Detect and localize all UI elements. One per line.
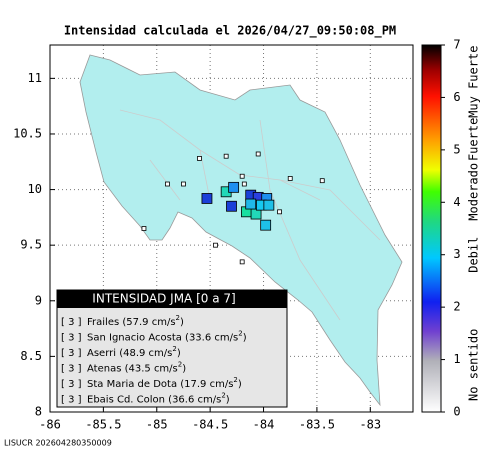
y-tick-label: 8 — [35, 405, 42, 419]
small-station — [213, 242, 218, 248]
small-station — [287, 176, 293, 181]
legend-intensity: [ 3 ] — [61, 317, 82, 328]
colorbar-level: Fuerte — [467, 118, 481, 161]
legend-tail: ) — [177, 348, 181, 359]
y-tick-label: 8.5 — [20, 349, 42, 363]
y-tick-label: 9 — [35, 293, 42, 307]
legend-header-bg — [57, 290, 287, 308]
legend-entry: Aserri (48.9 cm/s2) — [87, 345, 181, 359]
land — [79, 54, 403, 407]
legend-header: INTENSIDAD JMA [0 a 7] — [92, 292, 235, 306]
plot-frame — [49, 44, 414, 413]
legend-intensity: [ 3 ] — [61, 395, 82, 406]
small-station — [165, 181, 170, 187]
legend-text: Aserri (48.9 cm/s — [87, 348, 172, 359]
small-station — [319, 178, 325, 184]
x-tick-label: -85 — [146, 418, 168, 432]
small-station — [223, 153, 229, 159]
legend-text: San Ignacio Acosta (33.6 cm/s — [87, 333, 238, 344]
legend-sup: 2 — [221, 392, 225, 400]
legend-sup: 2 — [178, 361, 182, 369]
title: Intensidad calculada el 2026/04/27_09:50… — [64, 24, 396, 39]
legend-tail: ) — [226, 395, 230, 406]
legend-entry: Atenas (43.5 cm/s2) — [87, 361, 186, 375]
colorbar-tick-label: 6 — [453, 90, 460, 104]
legend-text: Frailes (57.9 cm/s — [87, 317, 176, 328]
x-tick-label: -84.5 — [192, 418, 228, 432]
legend-entry: Sta Maria de Dota (17.9 cm/s2) — [87, 376, 242, 390]
y-tick-label: 9.5 — [20, 238, 42, 252]
legend-tail: ) — [243, 333, 247, 344]
legend-sup: 2 — [238, 330, 242, 338]
colorbar-tick-label: 4 — [453, 195, 460, 209]
small-station — [255, 151, 261, 157]
small-station — [241, 181, 247, 187]
legend-intensity: [ 3 ] — [61, 364, 82, 375]
legend-sup: 2 — [176, 314, 180, 322]
colorbar-tick-label: 7 — [453, 38, 460, 52]
station — [245, 198, 257, 210]
colorbar-tick-label: 0 — [453, 405, 460, 419]
y-tick-label: 10.5 — [13, 126, 42, 140]
station — [201, 193, 213, 204]
y-tick-label: 11 — [28, 71, 42, 85]
small-station — [277, 209, 282, 215]
roads — [119, 109, 381, 321]
station — [228, 181, 240, 193]
colorbar-tick-label: 2 — [453, 300, 460, 314]
station — [263, 199, 275, 211]
colorbar-level: Debil — [467, 237, 481, 273]
legend-intensity: [ 3 ] — [61, 333, 82, 344]
legend-intensity: [ 3 ] — [61, 348, 82, 359]
legend-entry: San Ignacio Acosta (33.6 cm/s2) — [87, 330, 247, 344]
small-station — [239, 259, 245, 265]
colorbar-tick-label: 3 — [453, 247, 460, 261]
x-tick-label: -83 — [359, 418, 381, 432]
legend-tail: ) — [180, 317, 184, 328]
footer: LISUCR 202604280350009 — [4, 439, 112, 448]
legend-tail: ) — [238, 379, 242, 390]
small-station — [181, 181, 186, 187]
legend-text: Atenas (43.5 cm/s — [87, 364, 178, 375]
small-station — [239, 173, 245, 179]
legend-intensity: [ 3 ] — [61, 379, 82, 390]
legend-text: Ebais Cd. Colon (36.6 cm/s — [87, 395, 221, 406]
small-station — [197, 156, 202, 161]
station — [260, 219, 272, 231]
y-tick-label: 10 — [28, 182, 42, 196]
station — [226, 200, 237, 212]
x-tick-label: -86 — [39, 418, 61, 432]
small-station — [141, 226, 147, 231]
legend-text: Sta Maria de Dota (17.9 cm/s — [87, 379, 233, 390]
x-tick-label: -85.5 — [85, 418, 121, 432]
legend-entry: Ebais Cd. Colon (36.6 cm/s2) — [87, 392, 230, 406]
colorbar-level: No sentido — [467, 329, 481, 401]
colorbar-level: Moderado — [467, 163, 481, 221]
colorbar-tick-label: 5 — [453, 142, 460, 156]
colorbar — [421, 44, 442, 413]
legend-box — [56, 289, 288, 408]
legend-tail: ) — [182, 364, 186, 375]
legend-sup: 2 — [233, 376, 237, 384]
legend-entry: Frailes (57.9 cm/s2) — [87, 314, 184, 328]
legend-sup: 2 — [172, 345, 176, 353]
colorbar-level: Muy Fuerte — [467, 46, 481, 118]
x-tick-label: -84 — [253, 418, 275, 432]
x-tick-label: -83.5 — [299, 418, 335, 432]
colorbar-tick-label: 1 — [453, 352, 460, 366]
